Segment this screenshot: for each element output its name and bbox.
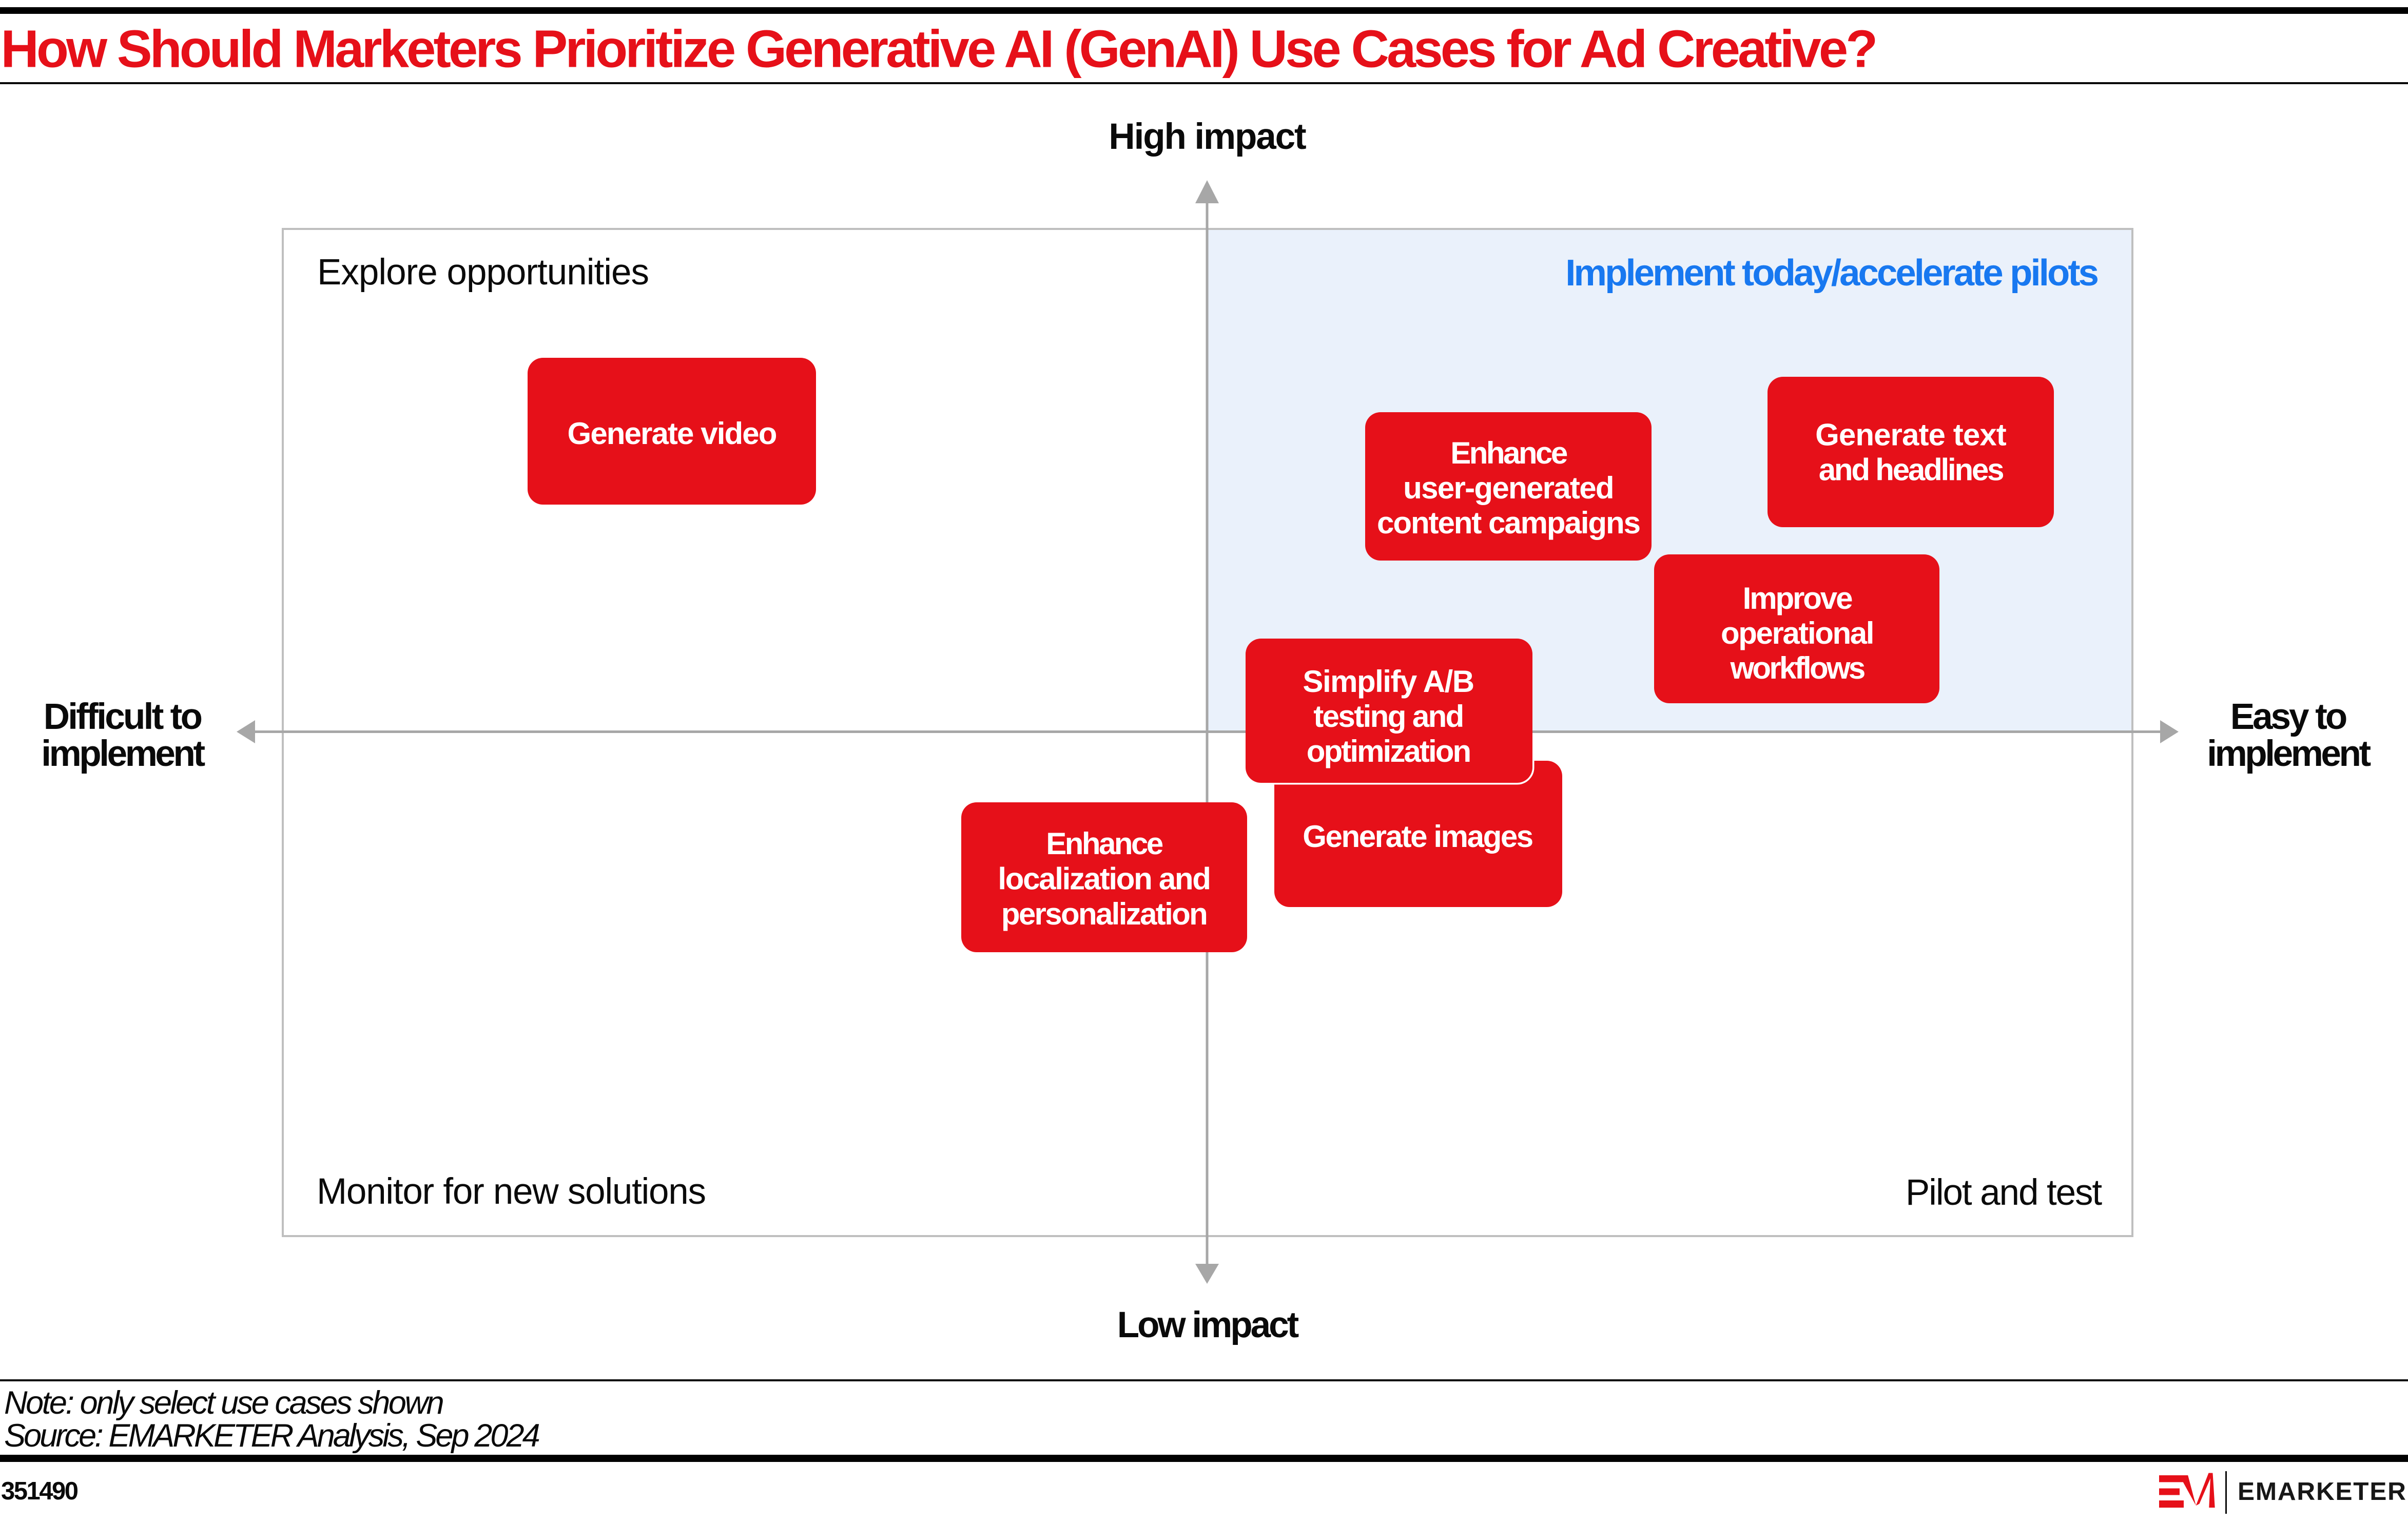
svg-text:content campaigns: content campaigns bbox=[1377, 506, 1640, 540]
svg-text:implement: implement bbox=[41, 734, 205, 774]
svg-text:EMARKETER: EMARKETER bbox=[2238, 1477, 2407, 1506]
svg-text:How Should Marketers Prioritiz: How Should Marketers Prioritize Generati… bbox=[1, 20, 1876, 79]
svg-text:Generate images: Generate images bbox=[1303, 819, 1532, 854]
svg-text:Note: only select use cases sh: Note: only select use cases shown bbox=[4, 1385, 443, 1421]
svg-text:implement: implement bbox=[2207, 734, 2371, 774]
svg-text:operational: operational bbox=[1721, 616, 1873, 650]
svg-text:351490: 351490 bbox=[1, 1477, 78, 1505]
svg-text:Difficult to: Difficult to bbox=[44, 697, 202, 737]
svg-text:Source: EMARKETER Analysis, Se: Source: EMARKETER Analysis, Sep 2024 bbox=[4, 1418, 539, 1454]
svg-text:Simplify A/B: Simplify A/B bbox=[1303, 664, 1473, 699]
svg-text:Enhance: Enhance bbox=[1046, 826, 1163, 861]
svg-text:Implement today/accelerate pil: Implement today/accelerate pilots bbox=[1565, 252, 2098, 294]
svg-text:testing and: testing and bbox=[1313, 699, 1463, 734]
svg-text:Generate text: Generate text bbox=[1815, 418, 2007, 452]
svg-text:Explore opportunities: Explore opportunities bbox=[317, 252, 649, 293]
svg-text:High impact: High impact bbox=[1109, 117, 1306, 157]
svg-text:Enhance: Enhance bbox=[1450, 436, 1567, 470]
svg-text:Generate video: Generate video bbox=[568, 416, 776, 451]
svg-text:Pilot and test: Pilot and test bbox=[1906, 1172, 2102, 1213]
svg-text:Monitor for new solutions: Monitor for new solutions bbox=[317, 1171, 706, 1212]
svg-text:localization and: localization and bbox=[998, 862, 1210, 896]
svg-text:Easy to: Easy to bbox=[2230, 697, 2346, 737]
svg-text:and headlines: and headlines bbox=[1819, 453, 2003, 487]
svg-text:workflows: workflows bbox=[1730, 651, 1864, 685]
svg-text:user-generated: user-generated bbox=[1403, 471, 1614, 505]
svg-text:optimization: optimization bbox=[1307, 734, 1470, 768]
svg-text:Low impact: Low impact bbox=[1117, 1305, 1299, 1345]
svg-text:personalization: personalization bbox=[1001, 897, 1207, 931]
svg-text:Improve: Improve bbox=[1743, 581, 1852, 615]
